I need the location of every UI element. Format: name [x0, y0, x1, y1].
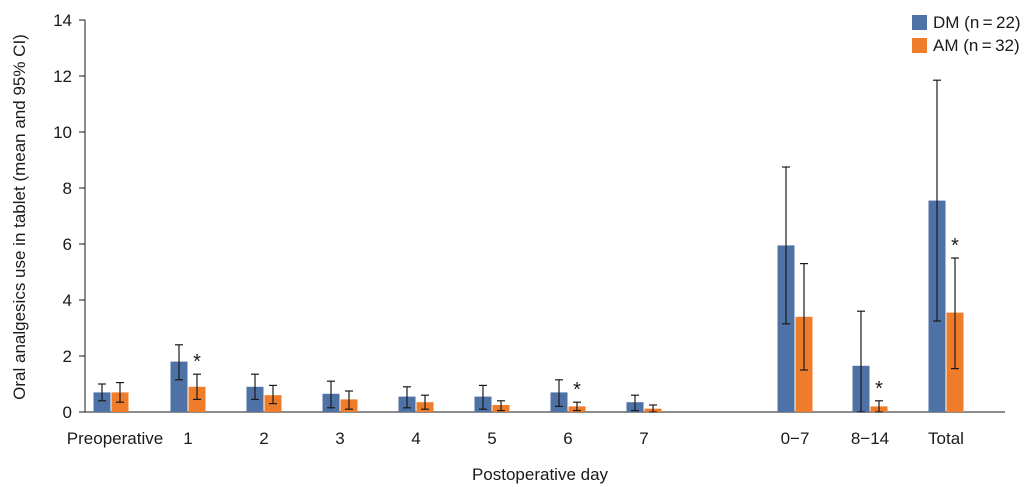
axes: [79, 19, 1005, 413]
y-tick-label: 14: [53, 11, 72, 30]
y-tick-label: 0: [63, 403, 72, 422]
significance-marker: *: [193, 351, 201, 373]
x-tick-label: 8−14: [851, 429, 889, 448]
bars: [93, 79, 964, 413]
y-tick-label: 2: [63, 347, 72, 366]
legend-swatch: [912, 38, 927, 53]
x-tick-label: 1: [183, 429, 192, 448]
legend: DM (n = 22) AM (n = 32): [912, 13, 1021, 55]
legend-label: DM (n = 22): [933, 13, 1021, 32]
y-tick-label: 8: [63, 179, 72, 198]
significance-marker: *: [951, 235, 959, 257]
legend-label: AM (n = 32): [933, 36, 1020, 55]
y-tick-label: 12: [53, 67, 72, 86]
y-tick-label: 10: [53, 123, 72, 142]
significance-marker: *: [875, 378, 883, 400]
x-tick-label: 2: [259, 429, 268, 448]
x-tick-label: 7: [639, 429, 648, 448]
x-tick-label: 6: [563, 429, 572, 448]
y-tick-label: 4: [63, 291, 72, 310]
x-tick-label: 4: [411, 429, 420, 448]
legend-swatch: [912, 15, 927, 30]
x-tick-label: Total: [928, 429, 964, 448]
significance-marker: *: [573, 379, 581, 401]
x-tick-label: Preoperative: [67, 429, 163, 448]
y-axis-title: Oral analgesics use in tablet (mean and …: [10, 34, 29, 400]
x-tick-label: 0−7: [781, 429, 810, 448]
y-tick-label: 6: [63, 235, 72, 254]
bar: [93, 392, 111, 412]
x-tick-label: 3: [335, 429, 344, 448]
bar: [777, 245, 795, 412]
x-tick-label: 5: [487, 429, 496, 448]
x-axis-title: Postoperative day: [472, 465, 609, 484]
bar: [170, 361, 188, 412]
